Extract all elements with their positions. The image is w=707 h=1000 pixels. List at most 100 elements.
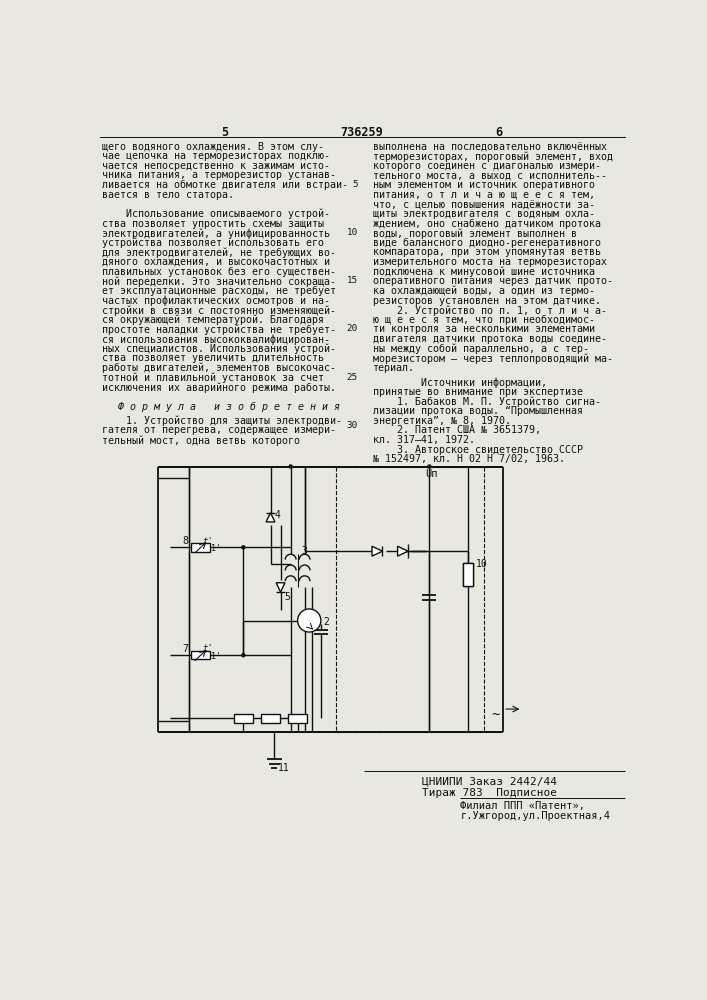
Text: гателя от перегрева, содержащее измери-: гателя от перегрева, содержащее измери- <box>103 425 337 435</box>
Text: Филиал ППП «Патент»,: Филиал ППП «Патент», <box>460 801 585 811</box>
Text: кл. 317–41, 1972.: кл. 317–41, 1972. <box>373 435 475 445</box>
Text: ЦНИИПИ Заказ 2442/44: ЦНИИПИ Заказ 2442/44 <box>421 777 556 787</box>
Text: 5: 5 <box>353 180 358 189</box>
Polygon shape <box>372 546 382 556</box>
Text: морезистором – через теплопроводящий ма-: морезистором – через теплопроводящий ма- <box>373 353 613 364</box>
Circle shape <box>298 609 321 632</box>
Text: 7: 7 <box>182 644 188 654</box>
Text: чника питания, а терморезистор устанав-: чника питания, а терморезистор устанав- <box>103 170 337 180</box>
Text: ства позволяет упростить схемы защиты: ства позволяет упростить схемы защиты <box>103 219 325 229</box>
Text: 6: 6 <box>496 126 503 139</box>
Circle shape <box>242 546 245 549</box>
Text: двигателя датчики протока воды соедине-: двигателя датчики протока воды соедине- <box>373 334 607 344</box>
Text: ка охлаждающей воды, а один из термо-: ка охлаждающей воды, а один из термо- <box>373 286 595 296</box>
Text: исключения их аварийного режима работы.: исключения их аварийного режима работы. <box>103 382 337 393</box>
Text: 1': 1' <box>211 544 221 553</box>
Text: 736259: 736259 <box>341 126 383 139</box>
Text: принятые во внимание при экспертизе: принятые во внимание при экспертизе <box>373 387 583 397</box>
Bar <box>234 714 252 723</box>
Text: тельный мост, одна ветвь которого: тельный мост, одна ветвь которого <box>103 435 300 446</box>
Text: 1. Устройство для защиты электродви-: 1. Устройство для защиты электродви- <box>103 416 342 426</box>
Text: которого соединен с диагональю измери-: которого соединен с диагональю измери- <box>373 161 601 171</box>
Circle shape <box>289 465 292 468</box>
Bar <box>464 563 473 586</box>
Text: t': t' <box>202 537 213 546</box>
Text: плавильных установок без его существен-: плавильных установок без его существен- <box>103 267 337 277</box>
Text: 2. Патент США № 3651379,: 2. Патент США № 3651379, <box>373 425 541 435</box>
Text: 1. Бабаков М. П. Устройство сигна-: 1. Бабаков М. П. Устройство сигна- <box>373 397 601 407</box>
Text: щего водяного охлаждения. В этом слу-: щего водяного охлаждения. В этом слу- <box>103 142 325 152</box>
Text: простоте наладки устройства не требует-: простоте наладки устройства не требует- <box>103 324 337 335</box>
Text: t': t' <box>202 644 213 653</box>
Text: 10: 10 <box>347 228 358 237</box>
Polygon shape <box>266 513 275 522</box>
Text: 1': 1' <box>211 652 221 661</box>
Text: тельного моста, а выход с исполнитель--: тельного моста, а выход с исполнитель-- <box>373 170 607 180</box>
Text: чае цепочка на терморезисторах подклю-: чае цепочка на терморезисторах подклю- <box>103 151 330 161</box>
Text: 3. Авторское свидетельство СССР: 3. Авторское свидетельство СССР <box>373 445 583 455</box>
Text: ных специалистов. Использования устрой-: ных специалистов. Использования устрой- <box>103 344 337 354</box>
Text: тотной и плавильной установок за счет: тотной и плавильной установок за счет <box>103 373 325 383</box>
Text: ю щ е е с я тем, что при необходимос-: ю щ е е с я тем, что при необходимос- <box>373 315 595 325</box>
Text: ся окружающей температурой. Благодаря: ся окружающей температурой. Благодаря <box>103 315 325 325</box>
Text: энергетика”, № 8, 1970.: энергетика”, № 8, 1970. <box>373 416 510 426</box>
Text: электродвигателей, а унифицированность: электродвигателей, а унифицированность <box>103 228 330 239</box>
Bar <box>288 714 307 723</box>
Text: 5: 5 <box>221 126 228 139</box>
Text: воды, пороговый элемент выполнен в: воды, пороговый элемент выполнен в <box>373 228 577 239</box>
Text: № 152497, кл. Н 02 Н 7/02, 1963.: № 152497, кл. Н 02 Н 7/02, 1963. <box>373 454 565 464</box>
Text: ждением, оно снабжено датчиком протока: ждением, оно снабжено датчиком протока <box>373 219 601 229</box>
Bar <box>464 563 473 586</box>
Text: 2: 2 <box>323 617 329 627</box>
Text: компаратора, при этом упомянутая ветвь: компаратора, при этом упомянутая ветвь <box>373 247 601 257</box>
Text: резисторов установлен на этом датчике.: резисторов установлен на этом датчике. <box>373 296 601 306</box>
Circle shape <box>242 654 245 657</box>
Text: виде балансного диодно-регенеративного: виде балансного диодно-регенеративного <box>373 238 601 248</box>
Polygon shape <box>276 583 285 592</box>
Text: ным элементом и источник оперативного: ным элементом и источник оперативного <box>373 180 595 190</box>
Text: оперативного питания через датчик прото-: оперативного питания через датчик прото- <box>373 276 613 286</box>
Text: 8: 8 <box>182 536 188 546</box>
Text: питания, о т л и ч а ю щ е е с я тем,: питания, о т л и ч а ю щ е е с я тем, <box>373 190 595 200</box>
Text: ства позволяет увеличить длительность: ства позволяет увеличить длительность <box>103 353 325 363</box>
Text: ся использования высококвалифицирован-: ся использования высококвалифицирован- <box>103 334 330 345</box>
Text: 5: 5 <box>284 592 291 602</box>
Text: ной переделки. Это значительно сокраща-: ной переделки. Это значительно сокраща- <box>103 276 337 287</box>
Text: 30: 30 <box>347 421 358 430</box>
Bar <box>192 651 210 659</box>
Text: ливается на обмотке двигателя или встраи-: ливается на обмотке двигателя или встраи… <box>103 180 349 190</box>
Text: 20: 20 <box>347 324 358 333</box>
Text: Тираж 783  Подписное: Тираж 783 Подписное <box>421 788 556 798</box>
Text: чается непосредственно к зажимам исто-: чается непосредственно к зажимам исто- <box>103 161 330 171</box>
Text: частых профилактических осмотров и на-: частых профилактических осмотров и на- <box>103 296 330 306</box>
Text: териал.: териал. <box>373 363 415 373</box>
Text: измерительного моста на терморезисторах: измерительного моста на терморезисторах <box>373 257 607 267</box>
Text: устройства позволяет использовать его: устройства позволяет использовать его <box>103 238 325 248</box>
Text: ~: ~ <box>491 709 500 723</box>
Circle shape <box>428 465 431 468</box>
Text: 15: 15 <box>347 276 358 285</box>
Text: работы двигателей, элементов высокочас-: работы двигателей, элементов высокочас- <box>103 363 337 373</box>
Bar <box>261 714 280 723</box>
Text: 4: 4 <box>274 510 280 520</box>
Text: 10: 10 <box>476 559 488 569</box>
Text: ны между собой параллельно, а с тер-: ны между собой параллельно, а с тер- <box>373 344 589 354</box>
Text: 3: 3 <box>301 546 308 556</box>
Text: лизации протока воды. “Промышленная: лизации протока воды. “Промышленная <box>373 406 583 416</box>
Text: 2. Устройство по п. 1, о т л и ч а-: 2. Устройство по п. 1, о т л и ч а- <box>373 305 607 316</box>
Text: 25: 25 <box>347 373 358 382</box>
Text: щиты электродвигателя с водяным охла-: щиты электродвигателя с водяным охла- <box>373 209 595 219</box>
Text: терморезисторах, пороговый элемент, вход: терморезисторах, пороговый элемент, вход <box>373 151 613 162</box>
Text: выполнена на последовательно включённых: выполнена на последовательно включённых <box>373 142 607 152</box>
Text: для электродвигателей, не требующих во-: для электродвигателей, не требующих во- <box>103 247 337 258</box>
Text: дяного охлаждения, и высокочастотных и: дяного охлаждения, и высокочастотных и <box>103 257 330 267</box>
Text: вается в тело статора.: вается в тело статора. <box>103 190 234 200</box>
Text: Uп: Uп <box>426 469 438 479</box>
Text: подключена к минусовой шине источника: подключена к минусовой шине источника <box>373 267 595 277</box>
Text: г.Ужгород,ул.Проектная,4: г.Ужгород,ул.Проектная,4 <box>460 811 610 821</box>
Text: что, с целью повышения надёжности за-: что, с целью повышения надёжности за- <box>373 199 595 209</box>
Text: 11: 11 <box>279 763 290 773</box>
Bar <box>192 543 210 552</box>
Text: Источники информации,: Источники информации, <box>373 377 547 388</box>
Text: ти контроля за несколькими элементами: ти контроля за несколькими элементами <box>373 324 595 334</box>
